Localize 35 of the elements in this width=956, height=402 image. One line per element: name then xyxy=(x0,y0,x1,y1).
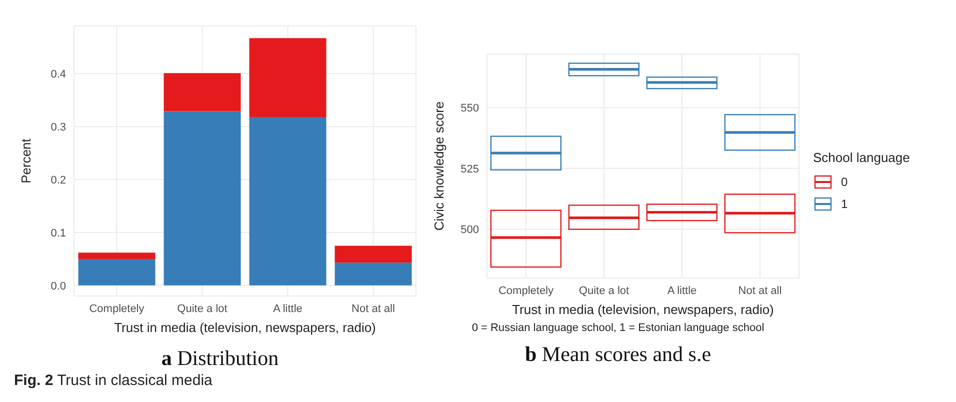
x-tick-label: Completely xyxy=(498,284,554,297)
x-tick-label: A little xyxy=(273,302,302,315)
y-tick-label: 0.2 xyxy=(50,174,66,186)
x-tick-label: A little xyxy=(667,284,697,297)
bar xyxy=(78,258,156,286)
bar xyxy=(164,111,241,286)
y-axis-title: Civic knowledge score xyxy=(432,101,447,231)
y-tick-label: 550 xyxy=(460,102,479,114)
legend-label: 1 xyxy=(841,196,848,210)
text: b Mean scores and s.e xyxy=(524,342,712,367)
y-tick-label: 500 xyxy=(460,224,479,236)
x-tick-label: Quite a lot xyxy=(177,302,228,315)
bar xyxy=(78,252,156,259)
x-axis-title: Trust in media (television, newspapers, radio) xyxy=(114,320,376,335)
legend-title: School language xyxy=(813,150,911,164)
bar xyxy=(249,38,326,118)
x-tick-label: Quite a lot xyxy=(578,284,630,297)
bar xyxy=(164,73,241,112)
y-axis-title: Percent xyxy=(18,138,34,184)
y-tick-label: 525 xyxy=(460,163,479,176)
bar xyxy=(334,262,412,286)
bar xyxy=(334,246,412,263)
x-tick-label: Not at all xyxy=(738,284,782,297)
bar xyxy=(249,117,326,286)
x-axis-title: Trust in media (television, newspapers, radio) xyxy=(512,302,774,317)
x-tick-label: Completely xyxy=(89,302,145,315)
y-tick-label: 0.0 xyxy=(50,280,66,292)
y-tick-label: 0.4 xyxy=(50,68,66,81)
legend-label: 0 xyxy=(841,174,848,188)
x-tick-label: Not at all xyxy=(352,302,395,315)
text: 0 = Russian language school, 1 = Estonian language school xyxy=(470,322,766,334)
caption: Fig. 2 Trust in classical media xyxy=(14,372,212,389)
y-tick-label: 0.3 xyxy=(50,121,66,134)
text: a Distribution xyxy=(160,346,280,371)
y-tick-label: 0.1 xyxy=(50,227,66,240)
